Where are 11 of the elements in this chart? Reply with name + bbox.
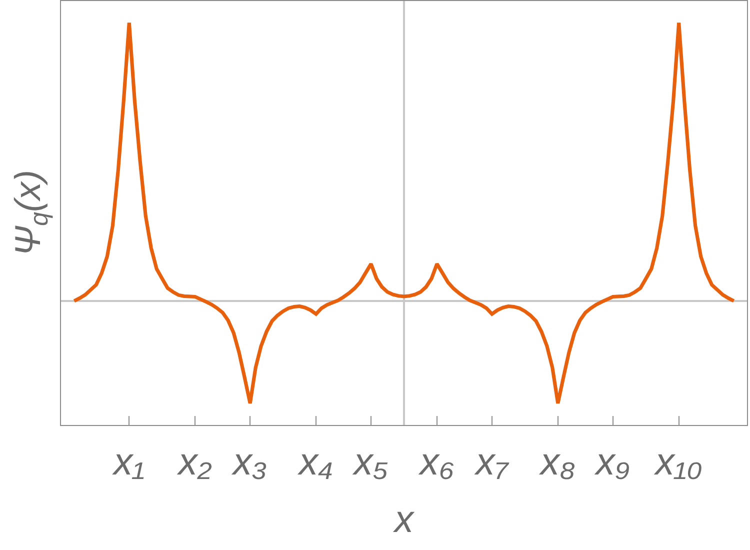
x-tick-label: x₄ bbox=[296, 442, 334, 484]
x-tick-label: x₃ bbox=[231, 442, 268, 484]
x-tick-label: x₁ bbox=[112, 442, 145, 484]
x-tick-label: x₂ bbox=[176, 442, 212, 484]
x-tick-label: x₉ bbox=[594, 442, 630, 484]
x-tick-label: x₇ bbox=[474, 442, 510, 484]
x-tick-label: x₆ bbox=[418, 442, 454, 484]
x-tick-label: x₈ bbox=[538, 442, 576, 484]
x-tick-label: x₁₀ bbox=[653, 442, 702, 484]
x-axis-title: x bbox=[392, 498, 416, 541]
x-tick-label: x₅ bbox=[352, 442, 388, 484]
